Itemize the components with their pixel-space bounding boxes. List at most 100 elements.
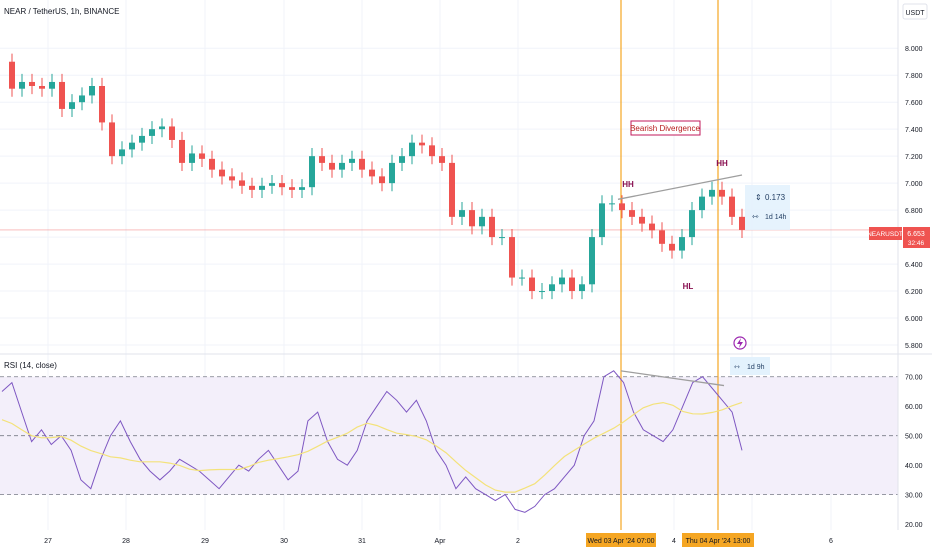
rsi-tick-label: 30.00 (905, 493, 923, 500)
candle-up (129, 142, 135, 150)
time-tick-label: 2 (516, 538, 520, 545)
candle-up (399, 156, 405, 163)
candle-up (79, 95, 85, 103)
time-tick-label: 27 (44, 538, 52, 545)
candle-up (139, 135, 145, 143)
candle-up (149, 129, 155, 136)
rsi-measure-box[interactable] (730, 357, 770, 375)
candle-down (369, 169, 375, 177)
candle-down (109, 122, 115, 157)
rsi-tick-label: 70.00 (905, 375, 923, 382)
candle-down (239, 180, 245, 186)
candle-down (289, 187, 295, 190)
candle-up (19, 81, 25, 89)
candle-up (339, 162, 345, 170)
time-tick-label: 4 (672, 538, 676, 545)
candle-up (189, 153, 195, 163)
candle-down (169, 126, 175, 140)
candle-up (269, 183, 275, 186)
candle-up (89, 86, 95, 96)
time-highlight-right: Thu 04 Apr '24 13:00 (686, 538, 751, 545)
time-tick-label: 29 (201, 538, 209, 545)
rsi-measure-time: 1d 9h (747, 364, 765, 371)
candle-up (579, 284, 585, 292)
candle-down (429, 145, 435, 157)
candle-down (649, 223, 655, 231)
candle-up (299, 187, 305, 190)
hh-right-label[interactable]: HH (716, 159, 728, 168)
candle-up (119, 149, 125, 157)
currency-button-bg[interactable] (902, 3, 928, 20)
time-tick-label: 28 (122, 538, 130, 545)
rsi-tick-label: 50.00 (905, 434, 923, 441)
candle-down (99, 86, 105, 123)
rsi-ma-line (1, 401, 743, 493)
rsi-tick-label: 40.00 (905, 463, 923, 470)
time-tick-label: 31 (358, 538, 366, 545)
measure-time: 1d 14h (765, 214, 787, 221)
price-tick-label: 7.200 (905, 154, 923, 161)
rsi-axis[interactable]: 70.00 60.00 50.00 40.00 30.00 20.00 (905, 375, 923, 529)
candle-down (249, 185, 255, 190)
price-tick-label: 7.600 (905, 100, 923, 107)
candle-down (629, 210, 635, 217)
candle-down (739, 216, 745, 230)
price-tick-label: 7.800 (905, 73, 923, 80)
candle-down (659, 230, 665, 244)
candle-down (469, 210, 475, 227)
candle-up (479, 216, 485, 227)
candle-up (559, 277, 565, 285)
price-tag-symbol: NEARUSDT (867, 231, 903, 238)
measure-price-icon: ⇕ (755, 193, 762, 202)
candle-down (489, 216, 495, 238)
price-tick-label: 6.000 (905, 316, 923, 323)
time-tick-label: 6 (829, 538, 833, 545)
hh-left-label[interactable]: HH (622, 180, 634, 189)
candle-up (309, 156, 315, 188)
symbol-title: NEAR / TetherUS, 1h, BINANCE (4, 7, 119, 16)
candle-down (419, 142, 425, 146)
rsi-line (1, 370, 743, 513)
candle-down (669, 243, 675, 251)
candle-up (699, 196, 705, 211)
bearish-divergence-label[interactable]: Bearish Divergence (630, 124, 700, 133)
candle-up (519, 277, 525, 279)
hl-label[interactable]: HL (683, 282, 694, 291)
price-tag-bg (903, 227, 930, 248)
candle-down (639, 216, 645, 224)
candles-series (9, 53, 745, 300)
currency-button[interactable]: USDT (905, 10, 925, 17)
price-tag-countdown: 32:46 (908, 240, 925, 247)
lightning-icon-glyph (737, 338, 743, 348)
candle-up (349, 158, 355, 163)
divergence-trendline-rsi[interactable] (620, 370, 725, 387)
candle-down (619, 203, 625, 211)
time-tick-label: Apr (435, 538, 447, 545)
rsi-tick-label: 20.00 (905, 522, 923, 529)
rsi-tick-label: 60.00 (905, 404, 923, 411)
rsi-panel-label: RSI (14, close) (4, 361, 57, 370)
rsi-measure-time-icon: ⇿ (734, 364, 740, 371)
candle-down (219, 169, 225, 177)
price-tick-label: 7.400 (905, 127, 923, 134)
candle-down (179, 139, 185, 163)
time-highlight-left-bg (586, 533, 656, 547)
divergence-trendline-price[interactable] (617, 174, 743, 200)
candle-down (719, 189, 725, 197)
price-tick-label: 6.400 (905, 262, 923, 269)
candle-up (409, 142, 415, 157)
candle-up (69, 102, 75, 109)
candle-up (549, 284, 555, 292)
candle-up (589, 237, 595, 285)
measure-price: 0.173 (765, 193, 786, 202)
price-axis[interactable]: 8.0007.8007.6007.4007.2007.0006.8006.600… (905, 46, 923, 350)
bearish-divergence-box[interactable] (630, 120, 701, 136)
candle-up (459, 210, 465, 217)
candle-up (259, 185, 265, 190)
measure-box[interactable] (745, 185, 790, 230)
price-tick-label: 7.000 (905, 181, 923, 188)
candle-up (499, 237, 505, 239)
time-tick-label: 30 (280, 538, 288, 545)
candle-down (29, 81, 35, 87)
